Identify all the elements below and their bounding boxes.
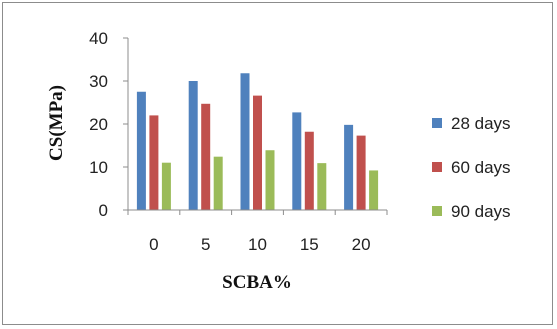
x-axis-ticks: 0 5 10 15 20 xyxy=(127,210,388,254)
bar-90-days-15 xyxy=(317,163,327,210)
bar-28-days-0 xyxy=(136,91,146,210)
bar-90-days-5 xyxy=(213,156,223,210)
bar-28-days-15 xyxy=(292,112,302,210)
bar-60-days-0 xyxy=(149,115,159,210)
y-tick-label: 10 xyxy=(89,158,108,177)
x-tick-label: 0 xyxy=(149,235,158,254)
bar-60-days-10 xyxy=(253,95,262,210)
bar-60-days-20 xyxy=(356,135,366,210)
legend-label: 28 days xyxy=(451,114,511,133)
bar-28-days-20 xyxy=(344,124,354,210)
y-tick-label: 0 xyxy=(99,201,108,220)
x-tick-label: 15 xyxy=(300,235,319,254)
legend-label: 60 days xyxy=(451,158,511,177)
y-tick-label: 40 xyxy=(89,29,108,48)
x-tick-label: 10 xyxy=(248,235,267,254)
x-tick-label: 5 xyxy=(201,235,210,254)
x-axis-title: SCBA% xyxy=(222,272,292,293)
legend-swatch xyxy=(432,206,442,216)
bars xyxy=(136,73,379,210)
bar-28-days-10 xyxy=(240,73,250,210)
legend-swatch xyxy=(432,162,442,172)
y-axis-title: CS(MPa) xyxy=(46,85,67,161)
legend-label: 90 days xyxy=(451,202,511,221)
y-tick-label: 20 xyxy=(89,115,108,134)
bar-90-days-20 xyxy=(369,170,379,210)
y-tick-label: 30 xyxy=(89,72,108,91)
bar-28-days-5 xyxy=(188,81,198,210)
legend-swatch xyxy=(432,118,442,128)
legend: 28 days 60 days 90 days xyxy=(432,114,511,221)
y-axis-ticks: 0 10 20 30 40 xyxy=(89,29,128,220)
bar-60-days-5 xyxy=(201,103,211,210)
bar-60-days-15 xyxy=(304,131,314,210)
bar-90-days-10 xyxy=(265,150,275,210)
x-tick-label: 20 xyxy=(352,235,371,254)
bar-90-days-0 xyxy=(161,162,171,210)
chart-frame xyxy=(2,2,553,325)
